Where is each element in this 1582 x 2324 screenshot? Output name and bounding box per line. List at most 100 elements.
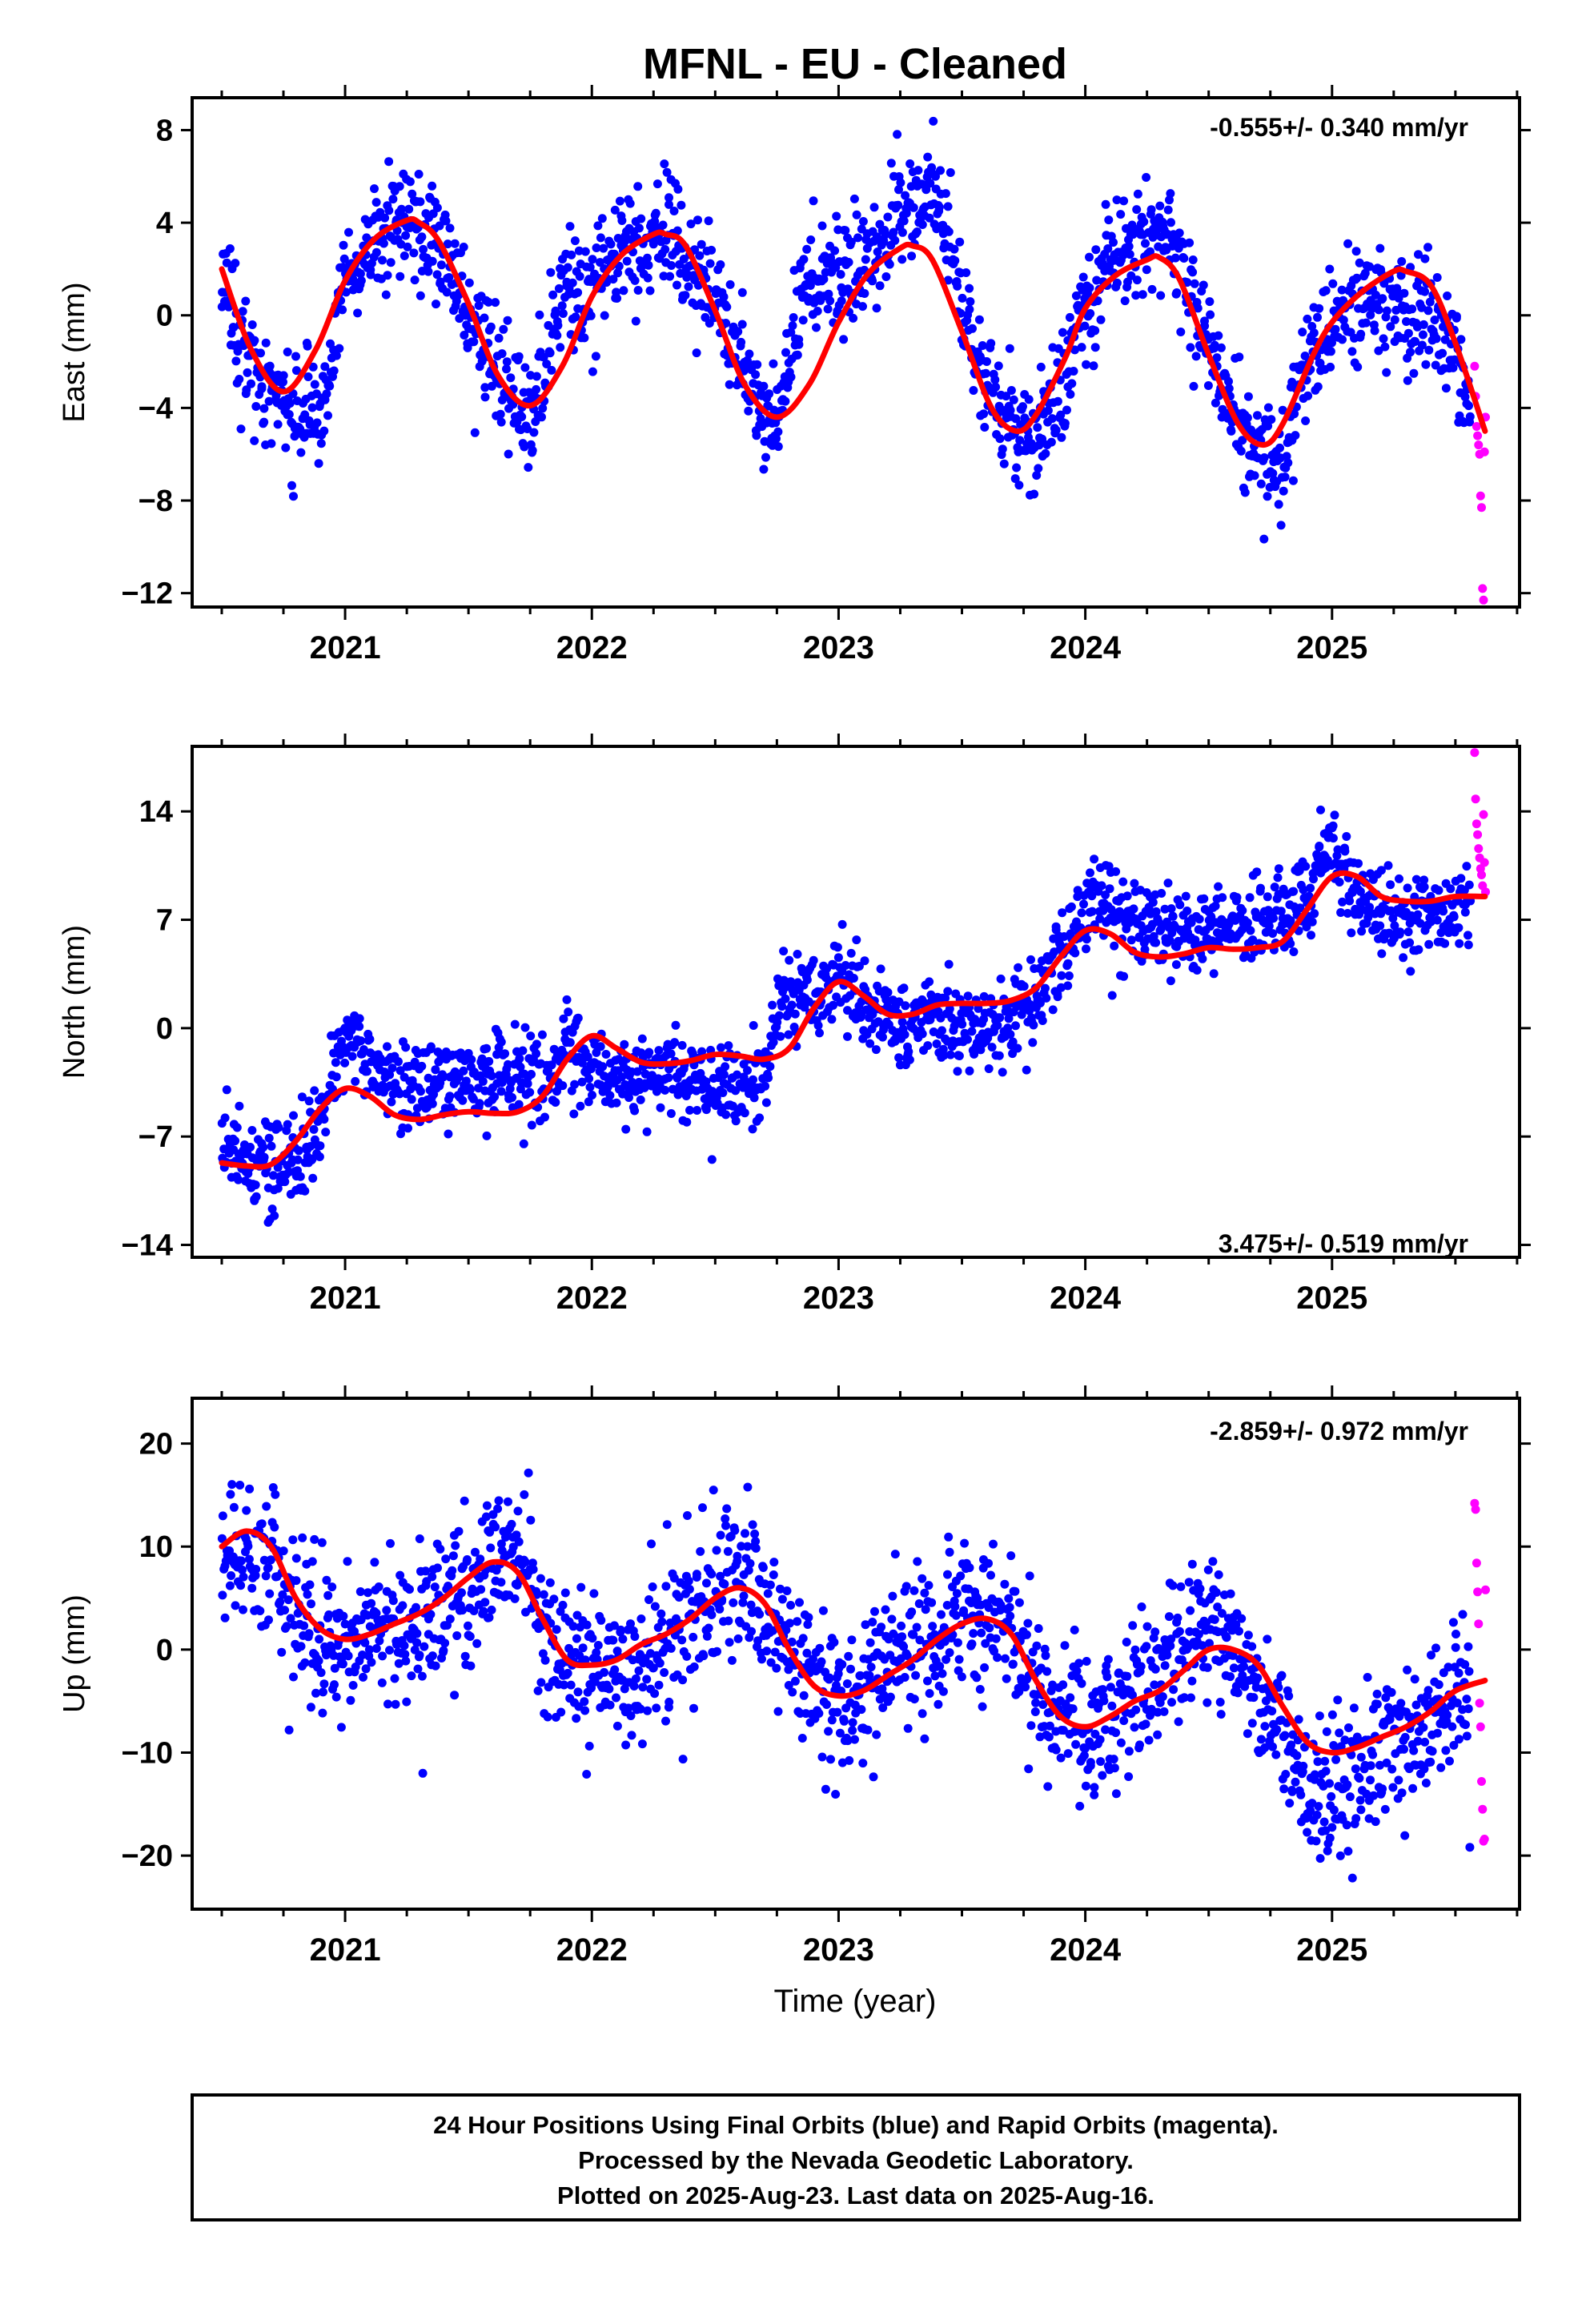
- east-final-orbit-point: [1006, 386, 1016, 395]
- east-final-orbit-point: [1326, 362, 1335, 372]
- up-final-orbit-point: [539, 1590, 548, 1599]
- east-final-orbit-point: [1301, 416, 1311, 425]
- north-final-orbit-point: [654, 1046, 664, 1055]
- east-final-orbit-point: [812, 323, 821, 332]
- east-final-orbit-point: [773, 427, 783, 436]
- north-final-orbit-point: [315, 1141, 325, 1151]
- east-final-orbit-point: [1267, 415, 1276, 424]
- north-final-orbit-point: [897, 1017, 907, 1027]
- east-final-orbit-point: [494, 333, 504, 343]
- east-final-orbit-point: [1276, 521, 1286, 530]
- up-final-orbit-point: [1214, 1570, 1223, 1579]
- east-final-orbit-point: [991, 382, 1001, 392]
- up-final-orbit-point: [536, 1574, 545, 1583]
- up-final-orbit-point: [469, 1606, 479, 1615]
- east-y-tick-label: −12: [122, 577, 173, 611]
- east-final-orbit-point: [524, 463, 533, 472]
- east-final-orbit-point: [419, 244, 428, 254]
- up-final-orbit-point: [472, 1638, 482, 1648]
- north-final-orbit-point: [963, 1035, 972, 1044]
- east-final-orbit-point: [1191, 352, 1201, 361]
- up-final-orbit-point: [560, 1680, 568, 1690]
- north-final-orbit-point: [1315, 842, 1324, 850]
- east-final-orbit-point: [242, 385, 251, 395]
- north-final-orbit-point: [383, 1042, 391, 1051]
- up-final-orbit-point: [1044, 1732, 1054, 1742]
- up-final-orbit-point: [1150, 1627, 1160, 1637]
- east-final-orbit-point: [506, 373, 516, 383]
- east-final-orbit-point: [1448, 363, 1458, 372]
- east-final-orbit-point: [673, 226, 682, 235]
- up-final-orbit-point: [1079, 1751, 1089, 1760]
- up-final-orbit-point: [1000, 1579, 1010, 1589]
- north-final-orbit-point: [1456, 874, 1466, 883]
- east-final-orbit-point: [946, 168, 955, 177]
- up-final-orbit-point: [900, 1673, 909, 1682]
- up-final-orbit-point: [788, 1687, 797, 1697]
- east-final-orbit-point: [1313, 312, 1322, 322]
- north-final-orbit-point: [717, 1043, 725, 1052]
- up-final-orbit-point: [748, 1520, 757, 1530]
- east-final-orbit-point: [1124, 242, 1134, 251]
- east-final-orbit-point: [1355, 258, 1364, 267]
- north-final-orbit-point: [781, 994, 790, 1003]
- up-final-orbit-point: [777, 1594, 787, 1604]
- up-final-orbit-point: [378, 1651, 387, 1661]
- up-final-orbit-point: [1102, 1672, 1112, 1682]
- east-final-orbit-point: [404, 204, 414, 214]
- north-final-orbit-point: [1053, 992, 1062, 1002]
- north-final-orbit-point: [865, 1039, 875, 1048]
- up-final-orbit-point: [377, 1678, 387, 1687]
- up-final-orbit-point: [592, 1648, 601, 1658]
- up-final-orbit-point: [972, 1673, 982, 1683]
- east-final-orbit-point: [905, 159, 915, 168]
- up-final-orbit-point: [758, 1563, 768, 1572]
- up-final-orbit-point: [844, 1651, 853, 1661]
- east-x-tick-label: 2023: [803, 630, 874, 665]
- east-final-orbit-point: [238, 307, 247, 316]
- east-final-orbit-point: [1057, 432, 1066, 442]
- up-final-orbit-point: [1158, 1692, 1167, 1702]
- north-final-orbit-point: [1274, 864, 1283, 874]
- east-final-orbit-point: [769, 359, 778, 368]
- east-final-orbit-point: [1403, 376, 1412, 385]
- up-final-orbit-point: [743, 1542, 753, 1551]
- east-final-orbit-point: [881, 272, 891, 281]
- north-final-orbit-point: [1439, 907, 1448, 916]
- north-final-orbit-point: [268, 1171, 278, 1180]
- north-final-orbit-point: [1160, 904, 1170, 914]
- north-final-orbit-point: [1011, 1021, 1020, 1031]
- east-final-orbit-point: [969, 386, 978, 395]
- east-final-orbit-point: [1386, 322, 1395, 332]
- up-final-orbit-point: [371, 1608, 381, 1618]
- north-final-orbit-point: [1022, 1065, 1031, 1075]
- east-final-orbit-point: [1402, 317, 1411, 326]
- up-final-orbit-point: [1042, 1667, 1052, 1676]
- up-final-orbit-point: [371, 1644, 381, 1653]
- up-final-orbit-point: [460, 1496, 469, 1506]
- east-rapid-orbit-point: [1476, 491, 1485, 501]
- north-final-orbit-point: [729, 1101, 737, 1111]
- north-final-orbit-point: [958, 1019, 967, 1029]
- east-final-orbit-point: [881, 230, 890, 239]
- east-final-orbit-point: [241, 296, 251, 306]
- up-final-orbit-point: [218, 1511, 227, 1521]
- up-final-orbit-point: [877, 1622, 886, 1632]
- east-rapid-orbit-point: [1478, 584, 1488, 593]
- east-final-orbit-point: [1326, 347, 1335, 356]
- up-final-orbit-point: [279, 1546, 288, 1556]
- up-final-orbit-point: [275, 1597, 285, 1606]
- up-final-orbit-point: [957, 1672, 966, 1682]
- north-final-orbit-point: [1129, 904, 1138, 914]
- east-final-orbit-point: [926, 179, 935, 188]
- north-final-orbit-point: [1307, 931, 1315, 940]
- up-final-orbit-point: [927, 1598, 937, 1607]
- up-final-orbit-point: [578, 1643, 588, 1653]
- up-final-orbit-point: [980, 1663, 990, 1672]
- east-final-orbit-point: [665, 271, 675, 281]
- north-final-orbit-point: [309, 1124, 319, 1134]
- up-final-orbit-point: [476, 1554, 485, 1564]
- up-x-tick-label: 2023: [803, 1932, 874, 1968]
- up-final-orbit-point: [795, 1598, 804, 1607]
- north-final-orbit-point: [515, 1054, 524, 1063]
